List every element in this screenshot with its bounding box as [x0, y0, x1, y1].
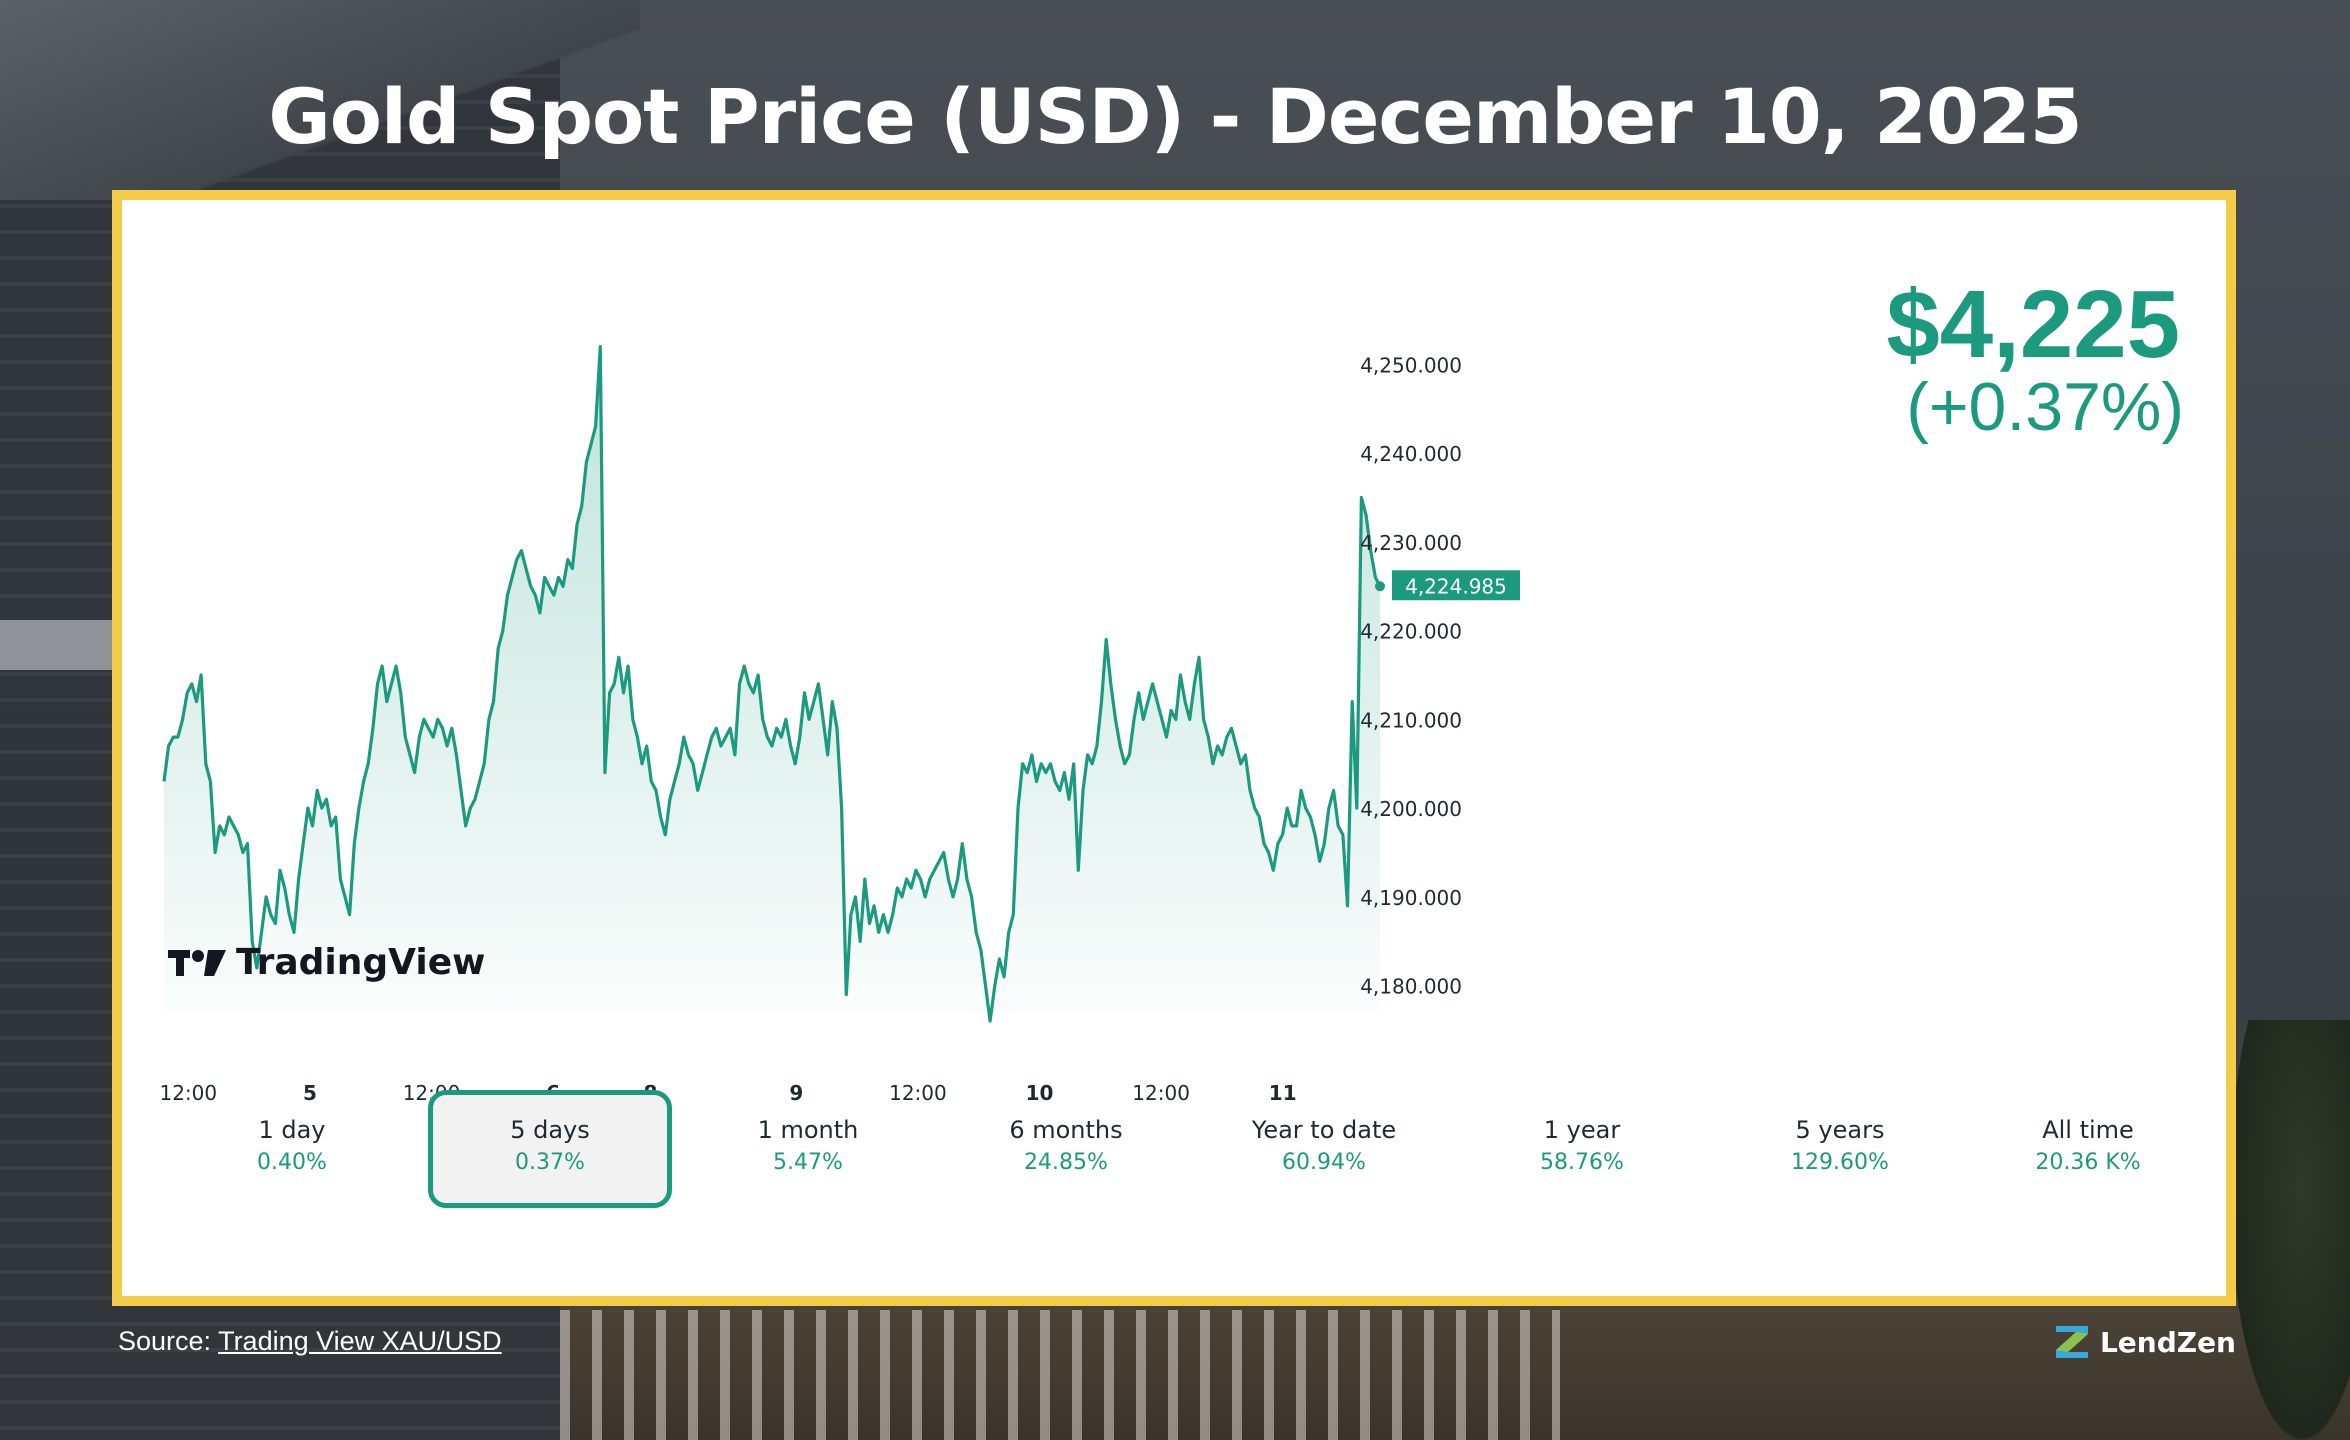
last-price-badge: [1392, 570, 1520, 601]
price-change: (+0.37%): [1906, 369, 2184, 445]
y-tick-label: 4,240.000: [1360, 442, 1462, 466]
background-window-trim: [0, 620, 120, 670]
tab-percent: 20.36 K%: [2035, 1150, 2141, 1175]
chart-panel: 4,250.000 4,240.000 4,230.000 4,220.000 4,21…: [112, 190, 2236, 1306]
tab-label: 1 month: [757, 1116, 859, 1144]
price-chart: 4,250.000 4,240.000 4,230.000 4,220.000 4,21…: [159, 345, 1520, 1105]
tab-5-days[interactable]: 5 days 0.37%: [428, 1090, 672, 1208]
x-tick-label: 11: [1269, 1081, 1297, 1105]
tab-percent: 129.60%: [1791, 1150, 1889, 1175]
tab-percent: 60.94%: [1282, 1150, 1366, 1175]
x-tick-label: 12:00: [889, 1081, 947, 1105]
current-price: $4,225: [1886, 271, 2180, 378]
background-roof: [0, 0, 640, 200]
tab-label: Year to date: [1251, 1116, 1397, 1144]
tab-year-to-date[interactable]: Year to date 60.94%: [1202, 1090, 1446, 1208]
source-prefix: Source:: [118, 1326, 219, 1356]
source-link[interactable]: Trading View XAU/USD: [218, 1326, 502, 1356]
lendzen-brand: LendZen: [2054, 1324, 2236, 1360]
y-tick-label: 4,180.000: [1360, 975, 1462, 999]
y-tick-label: 4,230.000: [1360, 531, 1462, 555]
tab-label: 6 months: [1009, 1116, 1123, 1144]
tab-1-day[interactable]: 1 day 0.40%: [170, 1090, 414, 1208]
background-railing: [560, 1310, 1560, 1440]
tab-percent: 58.76%: [1540, 1150, 1624, 1175]
tab-label: 1 day: [258, 1116, 326, 1144]
last-price-layer: 4,224.985: [1375, 570, 1520, 601]
source-credit: Source: Trading View XAU/USD: [118, 1326, 502, 1357]
tab-percent: 0.37%: [515, 1150, 585, 1175]
lendzen-logo-icon: [2055, 1326, 2088, 1358]
y-tick-label: 4,250.000: [1360, 353, 1462, 377]
tab-1-month[interactable]: 1 month 5.47%: [686, 1090, 930, 1208]
tab-label: 1 year: [1543, 1116, 1621, 1144]
background-trees: [2230, 1020, 2350, 1440]
y-tick-label: 4,220.000: [1360, 620, 1462, 644]
tab-1-year[interactable]: 1 year 58.76%: [1460, 1090, 1704, 1208]
tab-label: All time: [2042, 1116, 2134, 1144]
tab-6-months[interactable]: 6 months 24.85%: [944, 1090, 1188, 1208]
range-tabs: 1 day 0.40% 5 days 0.37% 1 month 5.47% 6…: [170, 1090, 2210, 1210]
tradingview-logo: TradingView: [168, 942, 485, 983]
tab-5-years[interactable]: 5 years 129.60%: [1718, 1090, 1962, 1208]
x-tick-label: 12:00: [159, 1081, 217, 1105]
x-tick-label: 9: [789, 1081, 803, 1105]
page-title: Gold Spot Price (USD) - December 10, 202…: [268, 72, 2082, 161]
x-tick-label: 5: [303, 1081, 317, 1105]
tradingview-logo-text: TradingView: [236, 942, 486, 983]
tab-percent: 24.85%: [1024, 1150, 1108, 1175]
tab-label: 5 years: [1795, 1116, 1885, 1144]
y-axis: 4,250.000 4,240.000 4,230.000 4,220.000 4,21…: [1360, 353, 1462, 998]
x-tick-label: 10: [1026, 1081, 1054, 1105]
last-price-label: 4,224.985: [1405, 574, 1507, 598]
tab-percent: 0.40%: [257, 1150, 327, 1175]
tab-all-time[interactable]: All time 20.36 K%: [1966, 1090, 2210, 1208]
tab-percent: 5.47%: [773, 1150, 843, 1175]
brand-name: LendZen: [2099, 1325, 2236, 1359]
y-tick-label: 4,200.000: [1360, 797, 1462, 821]
tradingview-logo-icon: [168, 949, 226, 976]
chart-area-layer: [162, 345, 1382, 1023]
x-tick-label: 12:00: [1132, 1081, 1190, 1105]
tab-label: 5 days: [510, 1116, 590, 1144]
y-tick-label: 4,190.000: [1360, 886, 1462, 910]
price-series-line: [162, 345, 1382, 1023]
y-tick-label: 4,210.000: [1360, 708, 1462, 732]
last-price-dot: [1375, 581, 1385, 592]
price-area-fill: [164, 346, 1380, 1022]
